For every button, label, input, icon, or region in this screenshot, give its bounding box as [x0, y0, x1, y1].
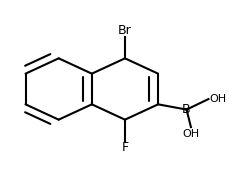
Text: Br: Br [117, 24, 131, 37]
Text: OH: OH [209, 94, 226, 104]
Text: B: B [181, 103, 190, 116]
Text: F: F [121, 141, 128, 154]
Text: OH: OH [182, 129, 199, 139]
